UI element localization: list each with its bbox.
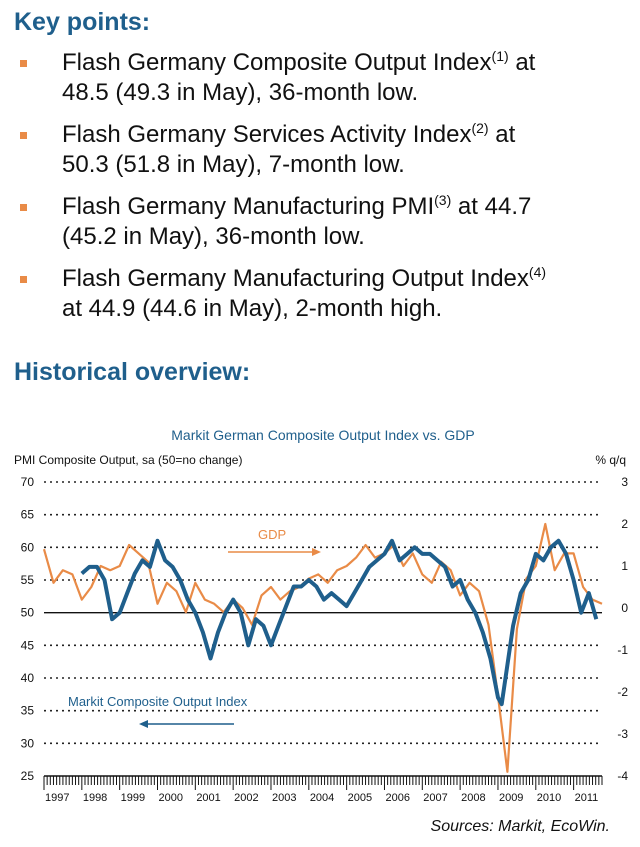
right-tick-label: -4	[617, 769, 628, 783]
pmi-series-line	[80, 538, 599, 707]
x-tick-label: 2008	[461, 792, 485, 804]
x-tick-label: 2001	[196, 792, 220, 804]
footnote-ref: (4)	[528, 264, 547, 280]
key-point-text: Flash Germany Composite Output Index	[62, 49, 492, 76]
left-tick-label: 60	[21, 540, 35, 554]
key-point-text: at	[508, 49, 536, 76]
x-tick-label: 2003	[272, 792, 296, 804]
gdp-series-line	[42, 522, 603, 773]
historical-overview-heading: Historical overview:	[14, 358, 251, 386]
key-point-text: 48.5 (49.3 in May), 36-month low.	[62, 79, 419, 106]
x-tick-label: 2002	[234, 792, 258, 804]
x-tick-label: 2007	[423, 792, 447, 804]
left-tick-label: 35	[21, 704, 35, 718]
x-tick-label: 1998	[83, 792, 107, 804]
key-point-item: Flash Germany Manufacturing Output Index…	[14, 264, 634, 324]
left-tick-label: 65	[21, 508, 35, 522]
right-axis-label: % q/q	[595, 453, 626, 467]
bullet-icon	[20, 276, 27, 283]
x-tick-label: 2009	[499, 792, 523, 804]
chart-title: Markit German Composite Output Index vs.…	[171, 427, 474, 443]
left-tick-label: 25	[21, 769, 35, 783]
right-tick-label: -2	[617, 685, 628, 699]
x-tick-label: 2006	[385, 792, 409, 804]
right-tick-label: 2	[621, 517, 628, 531]
gdp-arrowhead-icon	[312, 548, 321, 556]
key-point-text: (45.2 in May), 36-month low.	[62, 223, 365, 250]
right-tick-label: 0	[621, 601, 628, 615]
footnote-ref: (2)	[471, 120, 489, 136]
right-tick-label: 1	[621, 559, 628, 573]
key-point-item: Flash Germany Composite Output Index(1) …	[14, 48, 634, 108]
left-tick-label: 55	[21, 573, 35, 587]
x-tick-label: 2005	[348, 792, 372, 804]
pmi-arrowhead-icon	[139, 720, 148, 728]
key-point-text: 50.3 (51.8 in May), 7-month low.	[62, 151, 405, 178]
x-tick-label: 2004	[310, 792, 334, 804]
key-points-list: Flash Germany Composite Output Index(1) …	[14, 48, 634, 336]
key-point-text: Flash Germany Manufacturing Output Index	[62, 265, 529, 292]
x-tick-label: 1997	[45, 792, 69, 804]
bullet-icon	[20, 132, 27, 139]
source-note: Sources: Markit, EcoWin.	[430, 818, 610, 835]
gdp-annotation: GDP	[258, 527, 286, 542]
left-axis-label: PMI Composite Output, sa (50=no change)	[14, 453, 242, 467]
key-point-text: at	[488, 121, 516, 148]
footnote-ref: (3)	[434, 192, 452, 208]
right-tick-label: -1	[617, 643, 628, 657]
right-tick-label: 3	[621, 475, 628, 489]
pmi-annotation: Markit Composite Output Index	[68, 694, 248, 709]
bullet-icon	[20, 204, 27, 211]
key-point-item: Flash Germany Services Activity Index(2)…	[14, 120, 634, 180]
left-tick-label: 30	[21, 736, 35, 750]
key-point-item: Flash Germany Manufacturing PMI(3) at 44…	[14, 192, 634, 252]
left-tick-label: 70	[21, 475, 35, 489]
key-point-text: Flash Germany Manufacturing PMI	[62, 193, 435, 220]
x-tick-label: 2000	[158, 792, 182, 804]
footnote-ref: (1)	[491, 48, 509, 64]
x-tick-label: 2010	[537, 792, 561, 804]
x-tick-label: 1999	[121, 792, 145, 804]
bullet-icon	[20, 60, 27, 67]
left-tick-label: 45	[21, 638, 35, 652]
key-point-text: at 44.7	[451, 193, 532, 220]
left-tick-label: 50	[21, 606, 35, 620]
key-points-heading: Key points:	[14, 8, 151, 36]
key-point-text: Flash Germany Services Activity Index	[62, 121, 472, 148]
x-tick-label: 2011	[575, 792, 599, 804]
left-tick-label: 40	[21, 671, 35, 685]
right-tick-label: -3	[617, 727, 628, 741]
pmi-gdp-chart: Markit German Composite Output Index vs.…	[14, 427, 628, 804]
key-point-text: at 44.9 (44.6 in May), 2-month high.	[62, 295, 443, 322]
